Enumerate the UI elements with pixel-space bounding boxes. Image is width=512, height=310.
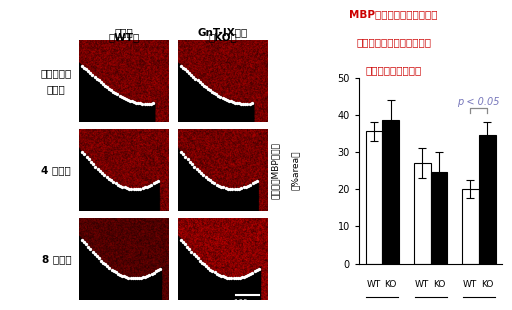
- Text: MBP（ミエリン塩基性タン: MBP（ミエリン塩基性タン: [349, 9, 438, 19]
- Text: 8 週投与: 8 週投与: [41, 254, 71, 264]
- Text: WT: WT: [463, 280, 478, 289]
- Text: （KO）: （KO）: [208, 32, 238, 42]
- Text: WT: WT: [415, 280, 429, 289]
- Bar: [382, 120, 399, 264]
- Bar: [462, 189, 479, 264]
- Text: KO: KO: [433, 280, 445, 289]
- Bar: [414, 163, 431, 264]
- Text: 野生型: 野生型: [115, 27, 134, 37]
- Text: （%area）: （%area）: [290, 151, 300, 190]
- Text: GnT-IX欠損: GnT-IX欠損: [198, 27, 248, 37]
- Text: 100 μm: 100 μm: [234, 299, 261, 305]
- Text: パク質：成熟オリゴデンド: パク質：成熟オリゴデンド: [356, 37, 431, 47]
- Text: 脳漢でのMBPレベル: 脳漢でのMBPレベル: [270, 142, 280, 199]
- Text: KO: KO: [385, 280, 397, 289]
- Bar: [431, 172, 447, 264]
- Bar: [366, 131, 382, 264]
- Text: （WT）: （WT）: [109, 32, 140, 42]
- Text: ロサイトマーカー）: ロサイトマーカー）: [366, 65, 422, 75]
- Text: WT: WT: [367, 280, 381, 289]
- Text: 4 週投与: 4 週投与: [41, 165, 71, 175]
- Text: KO: KO: [481, 280, 494, 289]
- Bar: [479, 135, 496, 264]
- Text: クプリゾン: クプリゾン: [40, 69, 72, 79]
- Text: 未投与: 未投与: [47, 84, 66, 94]
- Text: p < 0.05: p < 0.05: [458, 97, 500, 107]
